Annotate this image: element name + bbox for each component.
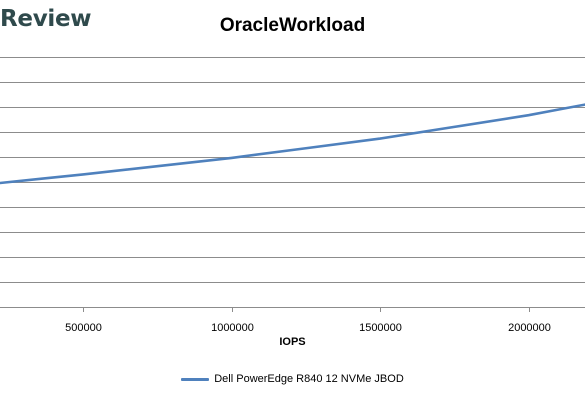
legend: Dell PowerEdge R840 12 NVMe JBOD — [0, 373, 585, 385]
x-tick-label: 1000000 — [211, 322, 254, 334]
legend-swatch — [181, 377, 210, 381]
chart-title: OracleWorkload — [219, 15, 366, 36]
x-tick-label: 500000 — [65, 322, 102, 334]
brand-logo: Review — [0, 6, 92, 32]
series-line — [0, 103, 585, 185]
x-tick-label: 1500000 — [359, 322, 402, 334]
series-group — [0, 103, 585, 185]
legend-label: Dell PowerEdge R840 12 NVMe JBOD — [214, 373, 404, 385]
x-axis-title: IOPS — [279, 336, 306, 348]
x-axis-ticks: 500000 1000000 1500000 2000000 — [65, 307, 551, 334]
gridlines — [0, 57, 585, 308]
x-tick-label: 2000000 — [508, 322, 551, 334]
